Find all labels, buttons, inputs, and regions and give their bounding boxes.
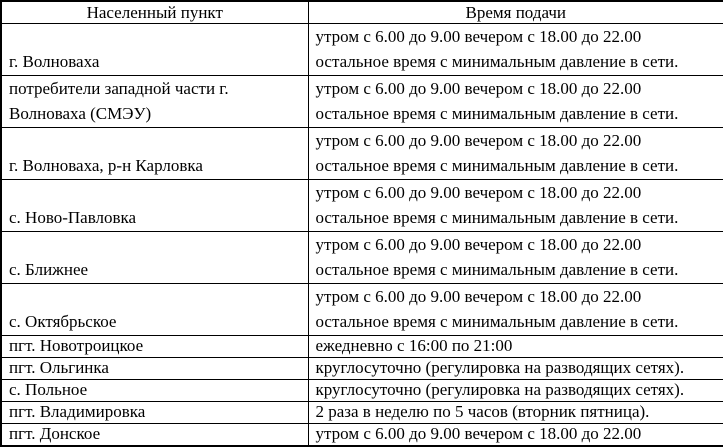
schedule-line: остальное время с минимальным давление в… [315, 52, 679, 71]
table-body: г. Волноваха утром с 6.00 до 9.00 вечером… [0, 23, 723, 447]
settlement-cell: с. Польное [0, 379, 309, 402]
table-row: пгт. Владимировка 2 раза в неделю по 5 ча… [0, 401, 723, 424]
settlement-cell: с. Октябрьское [0, 283, 309, 336]
schedule-line: 2 раза в неделю по 5 часов (вторник пятн… [315, 402, 650, 422]
settlement-cell: пгт. Донское [0, 423, 309, 447]
settlement-cell: г. Волноваха, р-н Карловка [0, 127, 309, 180]
schedule-line: утром с 6.00 до 9.00 вечером с 18.00 до … [315, 79, 642, 98]
schedule-cell: утром с 6.00 до 9.00 вечером с 18.00 до … [307, 423, 723, 447]
table-row: г. Волноваха утром с 6.00 до 9.00 вечером… [0, 23, 723, 76]
schedule-line: ежедневно с 16:00 по 21:00 [315, 336, 513, 356]
table-row: пгт. Новотроицкое ежедневно с 16:00 по 21… [0, 335, 723, 358]
table-row: г. Волноваха, р-н Карловка утром с 6.00 д… [0, 127, 723, 180]
table-row: с. Ново-Павловка утром с 6.00 до 9.00 веч… [0, 179, 723, 232]
settlement-cell: с. Ближнее [0, 231, 309, 284]
schedule-cell: утром с 6.00 до 9.00 вечером с 18.00 до … [307, 231, 723, 284]
settlement-cell: пгт. Владимировка [0, 401, 309, 424]
schedule-cell: круглосуточно (регулировка на разводящих… [307, 357, 723, 380]
schedule-line: утром с 6.00 до 9.00 вечером с 18.00 до … [315, 235, 642, 254]
table-row: потребители западной части г. Волноваха … [0, 75, 723, 128]
column-header-settlement: Населенный пункт [0, 0, 309, 24]
schedule-cell: утром с 6.00 до 9.00 вечером с 18.00 до … [307, 75, 723, 128]
settlement-cell: пгт. Новотроицкое [0, 335, 309, 358]
schedule-line: остальное время с минимальным давление в… [315, 312, 679, 331]
schedule-line: остальное время с минимальным давление в… [315, 104, 679, 123]
schedule-line: утром с 6.00 до 9.00 вечером с 18.00 до … [315, 131, 642, 150]
schedule-line: утром с 6.00 до 9.00 вечером с 18.00 до … [315, 287, 642, 306]
table-row: с. Польное круглосуточно (регулировка на … [0, 379, 723, 402]
schedule-line: утром с 6.00 до 9.00 вечером с 18.00 до … [315, 183, 642, 202]
schedule-line: остальное время с минимальным давление в… [315, 156, 679, 175]
schedule-line: утром с 6.00 до 9.00 вечером с 18.00 до … [315, 424, 642, 443]
schedule-cell: круглосуточно (регулировка на разводящих… [307, 379, 723, 402]
settlement-cell: г. Волноваха [0, 23, 309, 76]
column-header-schedule: Время подачи [307, 0, 723, 24]
header-row: Населенный пункт Время подачи [0, 0, 723, 24]
table-row: с. Ближнее утром с 6.00 до 9.00 вечером с… [0, 231, 723, 284]
schedule-cell: утром с 6.00 до 9.00 вечером с 18.00 до … [307, 23, 723, 76]
schedule-cell: утром с 6.00 до 9.00 вечером с 18.00 до … [307, 127, 723, 180]
schedule-cell: 2 раза в неделю по 5 часов (вторник пятн… [307, 401, 723, 424]
schedule-line: утром с 6.00 до 9.00 вечером с 18.00 до … [315, 27, 642, 46]
schedule-line: круглосуточно (регулировка на разводящих… [315, 358, 685, 378]
schedule-line: остальное время с минимальным давление в… [315, 208, 679, 227]
table-row: пгт. Ольгинка круглосуточно (регулировка … [0, 357, 723, 380]
table-row: пгт. Донское утром с 6.00 до 9.00 вечером… [0, 423, 723, 447]
schedule-cell: ежедневно с 16:00 по 21:00 [307, 335, 723, 358]
settlement-cell: с. Ново-Павловка [0, 179, 309, 232]
schedule-line: остальное время с минимальным давление в… [315, 260, 679, 279]
schedule-cell: утром с 6.00 до 9.00 вечером с 18.00 до … [307, 283, 723, 336]
table-row: с. Октябрьское утром с 6.00 до 9.00 вечер… [0, 283, 723, 336]
schedule-line: круглосуточно (регулировка на разводящих… [315, 380, 685, 400]
schedule-cell: утром с 6.00 до 9.00 вечером с 18.00 до … [307, 179, 723, 232]
settlement-cell: потребители западной части г. Волноваха … [0, 75, 309, 128]
settlement-cell: пгт. Ольгинка [0, 357, 309, 380]
